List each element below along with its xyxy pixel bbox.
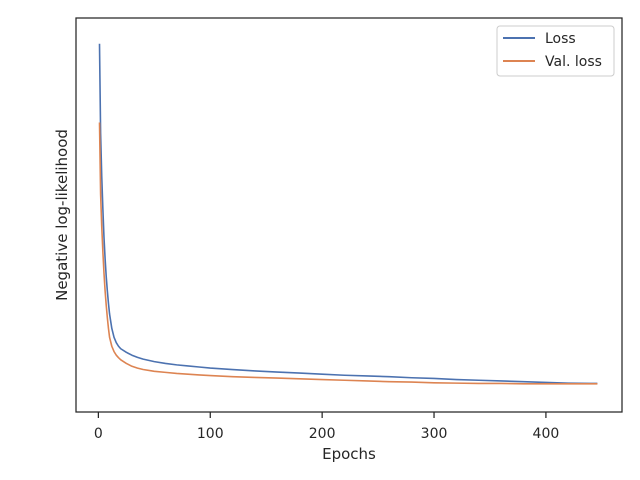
series-line-loss [98, 43, 598, 385]
x-tick-label-400: 400 [533, 426, 560, 442]
x-tick-label-300: 300 [421, 426, 448, 442]
plot-frame [75, 17, 623, 413]
legend: Loss Val. loss [496, 25, 615, 77]
y-axis-label: Negative log-likelihood [53, 129, 71, 301]
series-layer [98, 43, 598, 385]
x-tick-label-0: 0 [94, 426, 103, 442]
legend-label-val-loss: Val. loss [545, 54, 602, 70]
x-tick-label-200: 200 [309, 426, 336, 442]
legend-label-loss: Loss [545, 31, 576, 47]
x-axis-label: Epochs [322, 445, 376, 463]
x-tick-label-100: 100 [197, 426, 224, 442]
series-line-val-loss [98, 122, 598, 385]
x-ticks: 0 100 200 300 400 [94, 412, 559, 442]
